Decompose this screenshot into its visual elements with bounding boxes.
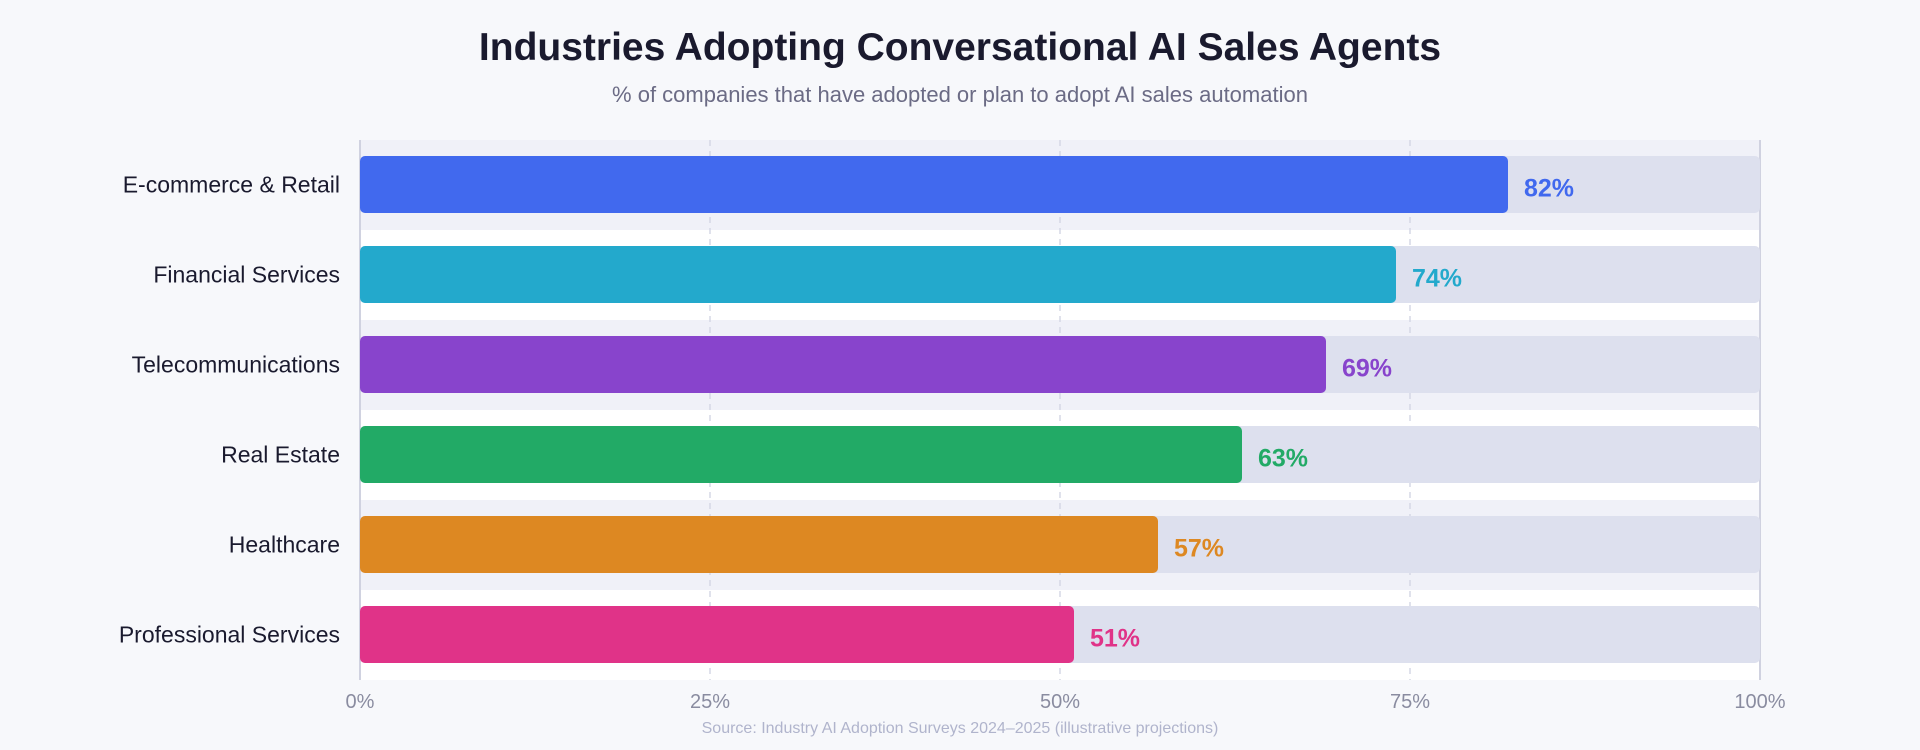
x-tick-label: 100%	[1734, 691, 1785, 713]
bar	[360, 516, 1158, 573]
bar	[360, 246, 1396, 303]
data-label: 57%	[1174, 535, 1224, 563]
data-label: 74%	[1412, 265, 1462, 293]
chart-title: Industries Adopting Conversational AI Sa…	[478, 26, 1442, 69]
bar	[360, 156, 1508, 213]
chart-subtitle: % of companies that have adopted or plan…	[612, 82, 1308, 107]
bar	[360, 606, 1074, 663]
data-label: 63%	[1258, 445, 1308, 473]
data-label: 82%	[1524, 175, 1574, 203]
category-label: Financial Services	[153, 262, 340, 288]
category-label: Telecommunications	[132, 352, 340, 378]
category-label: E-commerce & Retail	[123, 172, 340, 198]
x-tick-label: 75%	[1390, 691, 1430, 713]
source-note: Source: Industry AI Adoption Surveys 202…	[701, 720, 1219, 737]
data-label: 69%	[1342, 355, 1392, 383]
category-label: Real Estate	[221, 442, 340, 468]
category-label: Healthcare	[229, 532, 340, 558]
data-label: 51%	[1090, 625, 1140, 653]
x-tick-label: 0%	[346, 691, 375, 713]
bar	[360, 426, 1242, 483]
category-label: Professional Services	[119, 622, 340, 648]
bar	[360, 336, 1326, 393]
x-tick-label: 25%	[690, 691, 730, 713]
x-tick-label: 50%	[1040, 691, 1080, 713]
